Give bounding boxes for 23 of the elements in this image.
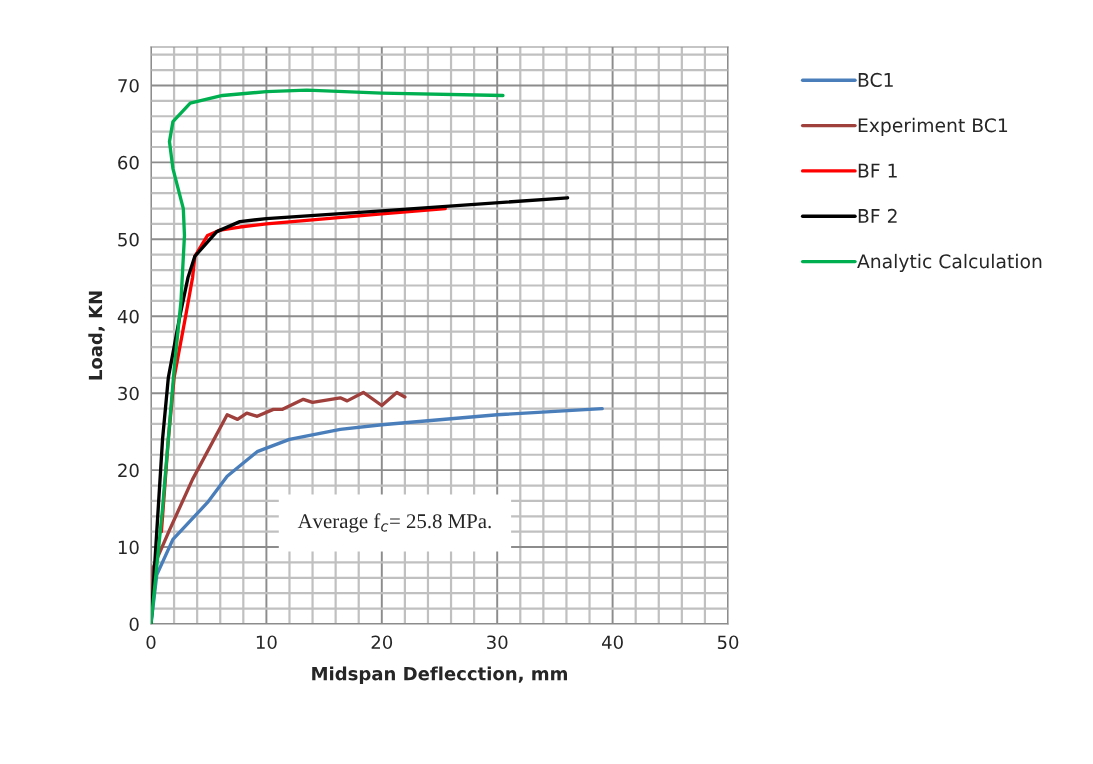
legend-label: BF 1 [858, 163, 897, 178]
legend-label: Experiment BC1 [858, 117, 1008, 137]
legend-label: Analytic Calculation [857, 253, 1042, 273]
x-tick-label: 0 [146, 635, 156, 650]
y-tick-label: 10 [118, 540, 139, 555]
y-tick-label: 0 [129, 617, 139, 632]
y-tick-label: 20 [118, 463, 139, 478]
y-tick-label: 50 [118, 232, 139, 247]
x-tick-label: 50 [717, 635, 739, 650]
line-series [151, 88, 505, 624]
y-tick-label: 30 [118, 386, 139, 401]
legend-label: BF 2 [858, 208, 897, 223]
x-axis-title: Midspan Deflecction, mm [312, 666, 567, 684]
legend-label: BC1 [858, 72, 893, 88]
x-tick-label: 20 [371, 635, 393, 650]
y-axis-title: Load, KN [88, 291, 105, 380]
y-tick-label: 60 [118, 155, 139, 170]
y-tick-label: 40 [117, 309, 139, 324]
y-tick-label: 70 [118, 78, 139, 93]
annotation: Average f$_{c}$= 25.8 MPa. [297, 513, 491, 533]
x-tick-label: 40 [602, 635, 623, 650]
x-tick-label: 30 [487, 635, 508, 650]
x-tick-label: 10 [256, 635, 277, 650]
